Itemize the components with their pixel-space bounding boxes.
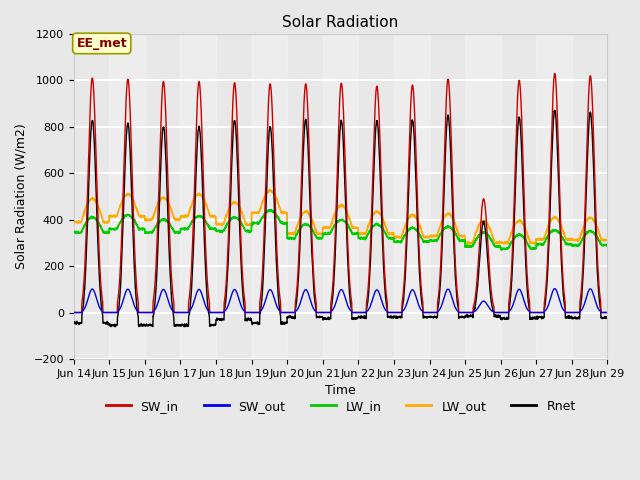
Line: LW_out: LW_out xyxy=(74,190,607,244)
Rnet xyxy=(551,108,559,113)
Line: LW_in: LW_in xyxy=(74,210,607,250)
SW_out xyxy=(604,310,611,315)
Bar xyxy=(180,34,216,359)
SW_in xyxy=(604,310,611,315)
SW_in xyxy=(219,310,227,315)
Rnet xyxy=(557,235,564,240)
SW_out xyxy=(495,310,503,315)
Line: Rnet: Rnet xyxy=(74,110,607,327)
LW_out xyxy=(70,219,77,225)
SW_in xyxy=(551,71,559,76)
LW_in xyxy=(266,207,274,213)
SW_out xyxy=(571,310,579,315)
Bar xyxy=(252,34,287,359)
Bar xyxy=(394,34,429,359)
Text: EE_met: EE_met xyxy=(76,37,127,50)
Bar xyxy=(109,34,145,359)
LW_in xyxy=(497,247,505,253)
Rnet xyxy=(572,314,579,320)
SW_out xyxy=(219,310,227,315)
SW_in xyxy=(571,310,579,315)
SW_in xyxy=(70,310,77,315)
LW_in xyxy=(219,229,227,235)
LW_in xyxy=(70,228,77,234)
LW_out xyxy=(219,222,227,228)
Rnet xyxy=(180,324,188,330)
SW_in xyxy=(556,208,564,214)
Rnet xyxy=(495,315,503,321)
LW_out xyxy=(557,221,564,227)
X-axis label: Time: Time xyxy=(325,384,356,397)
Bar xyxy=(465,34,500,359)
Rnet xyxy=(70,319,77,325)
SW_out xyxy=(356,310,364,315)
LW_out xyxy=(367,215,375,221)
LW_out xyxy=(465,241,473,247)
LW_out xyxy=(572,238,579,243)
LW_in xyxy=(495,243,503,249)
LW_out xyxy=(266,187,273,192)
SW_out xyxy=(70,310,77,315)
SW_out xyxy=(367,301,375,307)
SW_out xyxy=(551,286,559,291)
Line: SW_in: SW_in xyxy=(74,73,607,312)
SW_in xyxy=(356,310,364,315)
Line: SW_out: SW_out xyxy=(74,288,607,312)
Rnet xyxy=(219,316,227,322)
SW_out xyxy=(556,300,564,305)
Rnet xyxy=(604,315,611,321)
LW_out xyxy=(604,237,611,243)
Rnet xyxy=(367,234,375,240)
LW_in xyxy=(557,231,564,237)
LW_out xyxy=(356,231,364,237)
LW_in xyxy=(572,242,579,248)
Legend: SW_in, SW_out, LW_in, LW_out, Rnet: SW_in, SW_out, LW_in, LW_out, Rnet xyxy=(100,395,580,418)
LW_in xyxy=(367,226,375,231)
Rnet xyxy=(356,314,364,320)
Title: Solar Radiation: Solar Radiation xyxy=(282,15,399,30)
LW_out xyxy=(496,239,504,245)
Bar xyxy=(536,34,572,359)
Y-axis label: Solar Radiation (W/m2): Solar Radiation (W/m2) xyxy=(15,123,28,269)
LW_in xyxy=(604,243,611,249)
SW_in xyxy=(495,310,503,315)
SW_in xyxy=(367,221,375,227)
LW_in xyxy=(356,235,364,241)
Bar xyxy=(323,34,358,359)
